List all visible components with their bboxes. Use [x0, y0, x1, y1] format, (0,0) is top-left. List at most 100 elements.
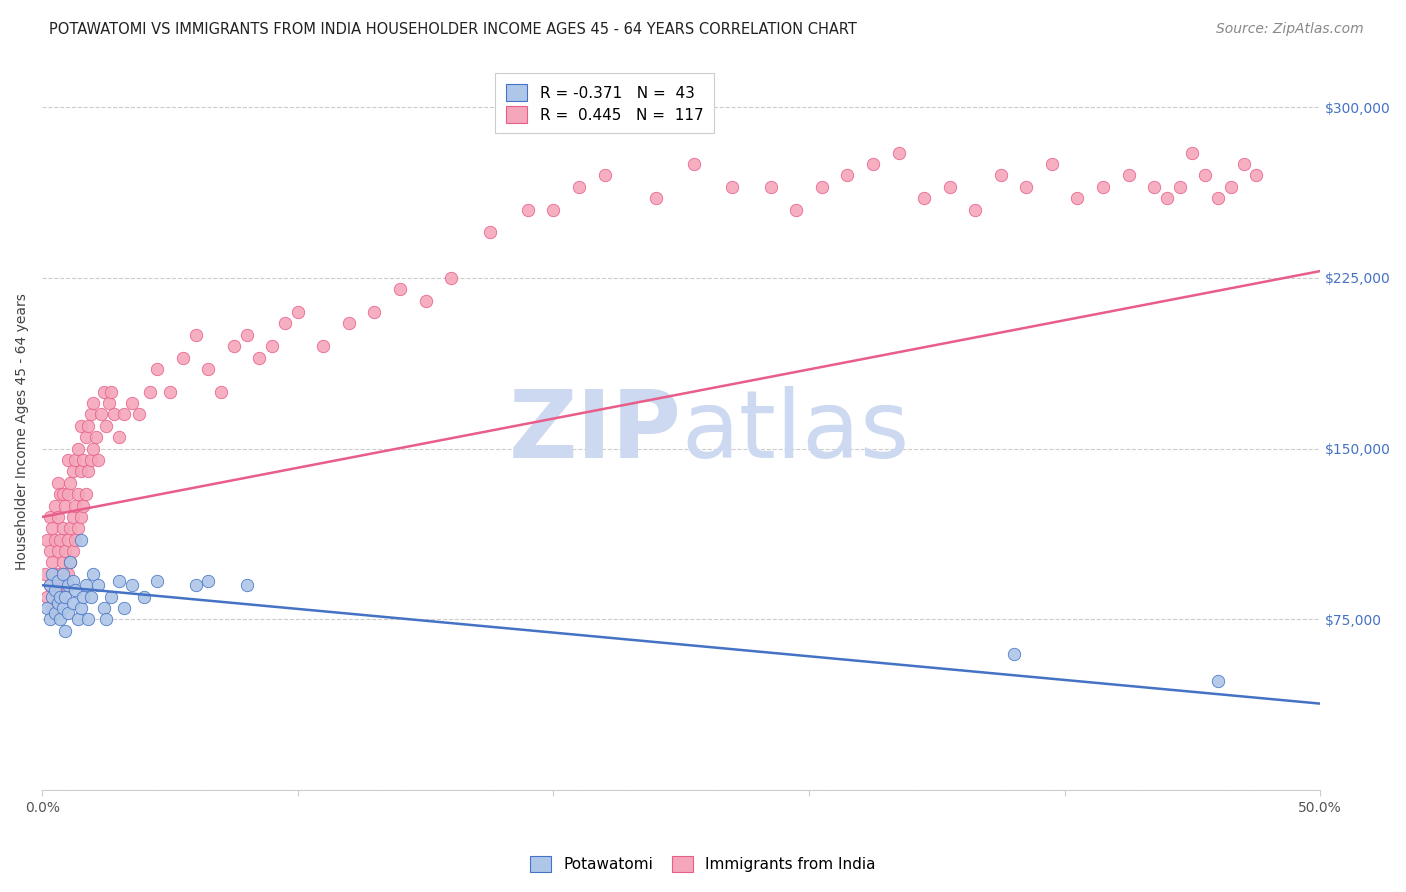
Point	[222, 339, 245, 353]
Point	[72, 453, 94, 467]
Point	[103, 408, 125, 422]
Point	[75, 578, 97, 592]
Point	[112, 601, 135, 615]
Point	[172, 351, 194, 365]
Point	[52, 601, 75, 615]
Point	[82, 396, 104, 410]
Point	[52, 556, 75, 570]
Point	[100, 384, 122, 399]
Point	[87, 453, 110, 467]
Point	[108, 430, 131, 444]
Point	[721, 179, 744, 194]
Point	[1168, 179, 1191, 194]
Point	[1066, 191, 1088, 205]
Point	[478, 225, 501, 239]
Point	[52, 521, 75, 535]
Point	[312, 339, 335, 353]
Point	[209, 384, 232, 399]
Point	[1194, 169, 1216, 183]
Point	[49, 566, 72, 581]
Point	[77, 612, 100, 626]
Point	[46, 578, 69, 592]
Point	[184, 327, 207, 342]
Point	[56, 487, 79, 501]
Point	[912, 191, 935, 205]
Point	[52, 566, 75, 581]
Point	[65, 499, 87, 513]
Point	[59, 556, 82, 570]
Point	[80, 453, 103, 467]
Point	[41, 566, 63, 581]
Point	[97, 396, 120, 410]
Point	[62, 597, 84, 611]
Point	[53, 590, 76, 604]
Point	[274, 317, 297, 331]
Point	[75, 487, 97, 501]
Point	[56, 566, 79, 581]
Point	[62, 574, 84, 588]
Point	[568, 179, 591, 194]
Point	[543, 202, 565, 217]
Point	[146, 362, 169, 376]
Point	[49, 533, 72, 547]
Point	[121, 396, 143, 410]
Point	[56, 533, 79, 547]
Point	[128, 408, 150, 422]
Point	[1232, 157, 1254, 171]
Point	[62, 544, 84, 558]
Point	[44, 499, 66, 513]
Text: ZIP: ZIP	[509, 385, 682, 477]
Point	[53, 544, 76, 558]
Point	[837, 169, 859, 183]
Point	[44, 582, 66, 597]
Point	[80, 408, 103, 422]
Point	[34, 566, 56, 581]
Point	[37, 590, 59, 604]
Point	[1206, 673, 1229, 688]
Point	[46, 597, 69, 611]
Point	[1156, 191, 1178, 205]
Point	[46, 574, 69, 588]
Point	[938, 179, 960, 194]
Point	[337, 317, 360, 331]
Point	[72, 499, 94, 513]
Point	[66, 487, 89, 501]
Point	[77, 464, 100, 478]
Point	[100, 590, 122, 604]
Point	[49, 590, 72, 604]
Point	[1246, 169, 1268, 183]
Point	[862, 157, 884, 171]
Point	[38, 578, 60, 592]
Point	[759, 179, 782, 194]
Point	[887, 145, 910, 160]
Point	[683, 157, 706, 171]
Point	[37, 533, 59, 547]
Point	[184, 578, 207, 592]
Point	[440, 271, 463, 285]
Point	[38, 510, 60, 524]
Point	[53, 499, 76, 513]
Point	[197, 574, 219, 588]
Point	[94, 418, 117, 433]
Point	[80, 590, 103, 604]
Point	[41, 590, 63, 604]
Point	[1143, 179, 1166, 194]
Point	[1091, 179, 1114, 194]
Point	[811, 179, 834, 194]
Legend: R = -0.371   N =  43, R =  0.445   N =  117: R = -0.371 N = 43, R = 0.445 N = 117	[495, 73, 714, 134]
Point	[69, 601, 91, 615]
Point	[82, 442, 104, 456]
Point	[1002, 647, 1025, 661]
Point	[46, 475, 69, 490]
Point	[52, 487, 75, 501]
Point	[1181, 145, 1204, 160]
Point	[287, 305, 309, 319]
Point	[66, 612, 89, 626]
Point	[46, 544, 69, 558]
Point	[66, 521, 89, 535]
Point	[38, 578, 60, 592]
Point	[121, 578, 143, 592]
Point	[262, 339, 284, 353]
Point	[69, 464, 91, 478]
Point	[1206, 191, 1229, 205]
